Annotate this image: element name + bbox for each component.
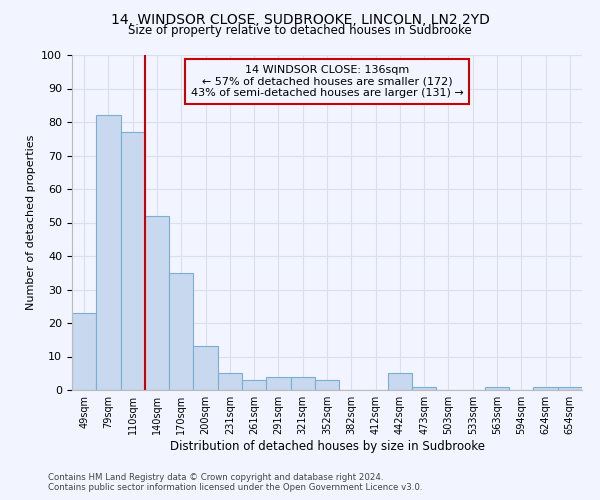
Bar [485,386,509,390]
Bar [96,116,121,390]
Bar [72,313,96,390]
Text: 14 WINDSOR CLOSE: 136sqm
← 57% of detached houses are smaller (172)
43% of semi-: 14 WINDSOR CLOSE: 136sqm ← 57% of detach… [191,65,463,98]
Bar [290,376,315,390]
Bar [388,373,412,390]
Text: 14, WINDSOR CLOSE, SUDBROOKE, LINCOLN, LN2 2YD: 14, WINDSOR CLOSE, SUDBROOKE, LINCOLN, L… [110,12,490,26]
Bar [533,386,558,390]
Bar [145,216,169,390]
Bar [193,346,218,390]
Y-axis label: Number of detached properties: Number of detached properties [26,135,36,310]
Bar [242,380,266,390]
Bar [558,386,582,390]
Bar [218,373,242,390]
Text: Contains HM Land Registry data © Crown copyright and database right 2024.
Contai: Contains HM Land Registry data © Crown c… [48,473,422,492]
Bar [315,380,339,390]
Bar [121,132,145,390]
Bar [169,273,193,390]
Bar [412,386,436,390]
Text: Size of property relative to detached houses in Sudbrooke: Size of property relative to detached ho… [128,24,472,37]
Bar [266,376,290,390]
X-axis label: Distribution of detached houses by size in Sudbrooke: Distribution of detached houses by size … [170,440,485,453]
